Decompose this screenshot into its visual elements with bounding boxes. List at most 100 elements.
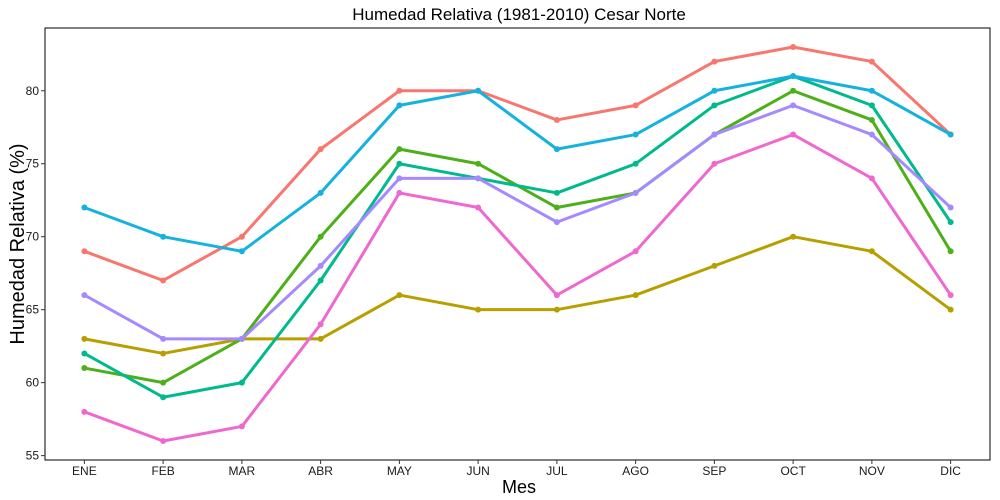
series-line [82, 74, 953, 253]
y-axis: 55 60 65 70 75 80 [26, 84, 45, 463]
series-group [81, 43, 954, 445]
y-tick-label: 55 [26, 449, 40, 463]
data-point [475, 87, 482, 94]
x-tick-label: DIC [940, 464, 961, 478]
data-point [396, 146, 403, 153]
data-point [81, 292, 88, 299]
data-point [81, 408, 88, 415]
x-tick-label: ENE [72, 464, 97, 478]
x-tick-label: OCT [780, 464, 806, 478]
data-point [947, 292, 954, 299]
plot-panel [44, 27, 991, 461]
data-point [553, 306, 560, 313]
data-point [553, 189, 560, 196]
data-point [632, 131, 639, 138]
data-point [947, 248, 954, 255]
x-tick-label: NOV [859, 464, 885, 478]
data-point [238, 233, 245, 240]
series-line [82, 133, 953, 443]
data-point [81, 365, 88, 372]
data-point [160, 277, 167, 284]
data-point [317, 277, 324, 284]
x-tick-label: SEP [702, 464, 726, 478]
data-point [81, 248, 88, 255]
data-point [868, 248, 875, 255]
data-point [475, 160, 482, 167]
data-point [947, 306, 954, 313]
data-point [711, 160, 718, 167]
data-point [553, 292, 560, 299]
x-tick-label: AGO [622, 464, 649, 478]
data-point [160, 335, 167, 342]
data-point [711, 87, 718, 94]
data-point [396, 189, 403, 196]
x-tick-label: JUL [546, 464, 568, 478]
y-tick-label: 60 [26, 376, 40, 390]
data-point [868, 58, 875, 65]
data-point [160, 379, 167, 386]
data-point [632, 189, 639, 196]
data-point [947, 204, 954, 211]
data-point [553, 204, 560, 211]
data-point [553, 116, 560, 123]
data-point [790, 43, 797, 50]
x-tick-label: MAR [229, 464, 256, 478]
data-point [711, 58, 718, 65]
data-point [238, 379, 245, 386]
x-axis: ENE FEB MAR ABR MAY JUN JUL AGO SEP OCT NOV DIC [72, 460, 961, 478]
y-tick-label: 75 [26, 157, 40, 171]
data-point [317, 146, 324, 153]
x-tick-label: ABR [308, 464, 333, 478]
data-point [632, 102, 639, 109]
data-point [81, 350, 88, 357]
data-point [160, 233, 167, 240]
data-point [947, 131, 954, 138]
data-point [790, 131, 797, 138]
data-point [790, 73, 797, 80]
data-point [711, 102, 718, 109]
data-point [396, 175, 403, 182]
series-line [82, 45, 953, 282]
data-point [711, 131, 718, 138]
data-point [475, 204, 482, 211]
y-tick-label: 65 [26, 303, 40, 317]
data-point [632, 292, 639, 299]
data-point [396, 292, 403, 299]
series-5 [81, 73, 954, 255]
data-point [868, 116, 875, 123]
data-point [396, 160, 403, 167]
series-line [82, 235, 953, 355]
data-point [396, 87, 403, 94]
data-point [632, 160, 639, 167]
data-point [238, 335, 245, 342]
data-point [317, 189, 324, 196]
series-2 [81, 233, 954, 357]
data-point [475, 175, 482, 182]
data-point [81, 335, 88, 342]
x-tick-label: FEB [151, 464, 174, 478]
x-axis-title: Mes [502, 477, 536, 497]
data-point [553, 219, 560, 226]
data-point [238, 248, 245, 255]
data-point [868, 87, 875, 94]
data-point [317, 321, 324, 328]
y-tick-label: 70 [26, 230, 40, 244]
data-point [475, 306, 482, 313]
data-point [868, 102, 875, 109]
data-point [317, 262, 324, 269]
data-point [947, 219, 954, 226]
data-point [790, 233, 797, 240]
data-point [160, 350, 167, 357]
y-tick-label: 80 [26, 84, 40, 98]
data-point [160, 438, 167, 445]
x-tick-label: JUN [466, 464, 489, 478]
y-axis-title: Humedad Relativa (%) [7, 143, 29, 344]
data-point [396, 102, 403, 109]
chart-title: Humedad Relativa (1981-2010) Cesar Norte [352, 5, 686, 24]
x-tick-label: MAY [387, 464, 412, 478]
series-line [82, 103, 953, 341]
series-6 [81, 102, 954, 342]
data-point [632, 248, 639, 255]
